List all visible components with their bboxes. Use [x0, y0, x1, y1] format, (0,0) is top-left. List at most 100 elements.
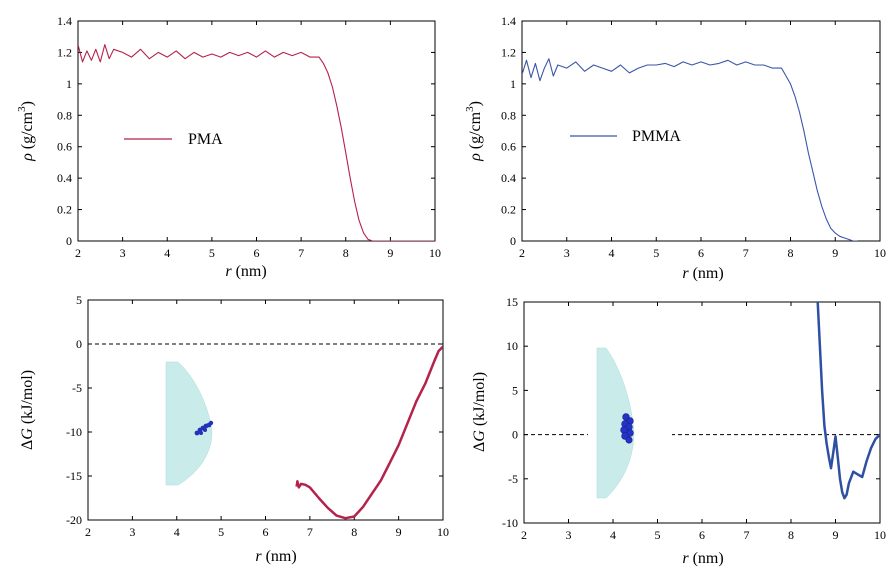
x-tick-label: 6 [699, 528, 705, 542]
x-tick-label: 7 [743, 246, 749, 260]
y-tick-label: 1.4 [57, 14, 72, 28]
x-tick-label: 8 [788, 528, 794, 542]
y-tick-label: 0.4 [501, 171, 516, 185]
x-tick-label: 4 [609, 246, 615, 260]
series-line [816, 302, 880, 500]
y-tick-label: 1 [510, 77, 516, 91]
y-tick-label: 0.4 [57, 171, 72, 185]
x-axis-label: r (nm) [255, 548, 296, 565]
y-axis-label: ΔG (kJ/mol) [471, 372, 488, 452]
y-ticks: 0 0.2 0.4 0.6 0.8 1 1.2 1.4 [57, 14, 435, 248]
legend-label: PMA [188, 131, 223, 148]
y-ticks: -10 -5 0 5 10 15 [502, 295, 880, 530]
x-axis-label: r (nm) [225, 263, 266, 280]
y-tick-label: 1.2 [57, 45, 72, 59]
x-tick-label: 7 [298, 246, 304, 260]
y-tick-label: -10 [66, 425, 82, 439]
y-tick-label: 0.6 [501, 140, 516, 154]
y-tick-label: 1.2 [501, 45, 516, 59]
series-line [522, 58, 858, 241]
x-tick-label: 10 [874, 246, 886, 260]
x-tick-label: 2 [75, 246, 81, 260]
y-axis-label: ΔG (kJ/mol) [19, 370, 36, 450]
y-axis-label: ρ (g/cm3) [464, 101, 484, 162]
x-tick-label: 5 [218, 525, 224, 539]
y-tick-label: 0.8 [57, 108, 72, 122]
x-tick-label: 2 [521, 528, 527, 542]
y-axis-label: ρ (g/cm3) [16, 101, 36, 162]
x-ticks: 2 3 4 5 6 7 8 9 10 [75, 21, 441, 260]
molecular-snapshot [165, 361, 214, 486]
y-tick-label: 0 [66, 234, 72, 248]
x-tick-label: 3 [120, 246, 126, 260]
x-tick-label: 6 [263, 525, 269, 539]
panel-density-pma: 2 3 4 5 6 7 8 9 10 0 0.2 0.4 0.6 0.8 1 1.2 1.4 PMA r (n… [16, 14, 441, 280]
molecule-cluster [194, 420, 214, 436]
polymer-slab-image [165, 361, 213, 486]
y-tick-label: -15 [66, 469, 82, 483]
x-ticks: 2 3 4 5 6 7 8 9 10 [521, 302, 886, 542]
series-line [78, 44, 435, 241]
plot-frame [77, 20, 436, 242]
y-tick-label: 5 [76, 293, 82, 307]
panel-free-energy-pma: 2 3 4 5 6 7 8 9 10 -20 -15 -10 -5 0 5 r (nm) ΔG (kJ/m… [19, 293, 449, 565]
y-tick-label: -20 [66, 513, 82, 527]
x-tick-label: 9 [387, 246, 393, 260]
panel-density-pmma: 2 3 4 5 6 7 8 9 10 0 0.2 0.4 0.6 0.8 1 1.2 1.4 PMMA r (… [464, 14, 886, 282]
x-axis-label: r (nm) [682, 550, 723, 567]
x-tick-label: 9 [396, 525, 402, 539]
y-tick-label: 1.4 [501, 14, 516, 28]
y-tick-label: -5 [508, 472, 518, 486]
y-ticks: 0 0.2 0.4 0.6 0.8 1 1.2 1.4 [501, 14, 880, 248]
y-tick-label: 0.2 [501, 203, 516, 217]
x-tick-label: 2 [519, 246, 525, 260]
series-layer [524, 302, 880, 500]
polymer-slab-image [596, 347, 635, 499]
x-tick-label: 2 [85, 525, 91, 539]
y-tick-label: 15 [506, 295, 518, 309]
plot-frame [87, 299, 444, 521]
plot-frame [523, 301, 881, 524]
series-layer [88, 343, 443, 520]
x-tick-label: 7 [307, 525, 313, 539]
x-tick-label: 8 [343, 246, 349, 260]
molecule-cluster [620, 413, 634, 444]
y-tick-label: 0.6 [57, 140, 72, 154]
series-line [295, 345, 443, 520]
y-tick-label: -10 [502, 516, 518, 530]
molecular-snapshot [588, 340, 672, 502]
x-tick-label: 9 [832, 246, 838, 260]
x-tick-label: 8 [351, 525, 357, 539]
y-tick-label: 0.2 [57, 203, 72, 217]
x-tick-label: 3 [564, 246, 570, 260]
y-tick-label: 0 [76, 337, 82, 351]
x-tick-label: 9 [833, 528, 839, 542]
x-tick-label: 3 [129, 525, 135, 539]
legend: PMA [124, 131, 223, 148]
y-tick-label: -5 [72, 381, 82, 395]
x-tick-label: 4 [164, 246, 170, 260]
y-tick-label: 0.8 [501, 108, 516, 122]
legend: PMMA [570, 128, 681, 145]
plot-frame [521, 20, 881, 242]
x-tick-label: 5 [653, 246, 659, 260]
x-tick-label: 6 [254, 246, 260, 260]
y-tick-label: 1 [66, 77, 72, 91]
x-tick-label: 4 [610, 528, 616, 542]
x-tick-label: 4 [174, 525, 180, 539]
y-ticks: -20 -15 -10 -5 0 5 [66, 293, 443, 527]
legend-label: PMMA [632, 128, 681, 145]
x-tick-label: 5 [655, 528, 661, 542]
y-tick-label: 5 [512, 383, 518, 397]
series-layer [522, 58, 858, 241]
x-tick-label: 6 [698, 246, 704, 260]
x-ticks: 2 3 4 5 6 7 8 9 10 [519, 21, 886, 260]
x-ticks: 2 3 4 5 6 7 8 9 10 [85, 300, 449, 539]
x-tick-label: 10 [429, 246, 441, 260]
x-tick-label: 8 [788, 246, 794, 260]
y-tick-label: 10 [506, 339, 518, 353]
x-tick-label: 3 [566, 528, 572, 542]
y-tick-label: 0 [510, 234, 516, 248]
x-tick-label: 5 [209, 246, 215, 260]
